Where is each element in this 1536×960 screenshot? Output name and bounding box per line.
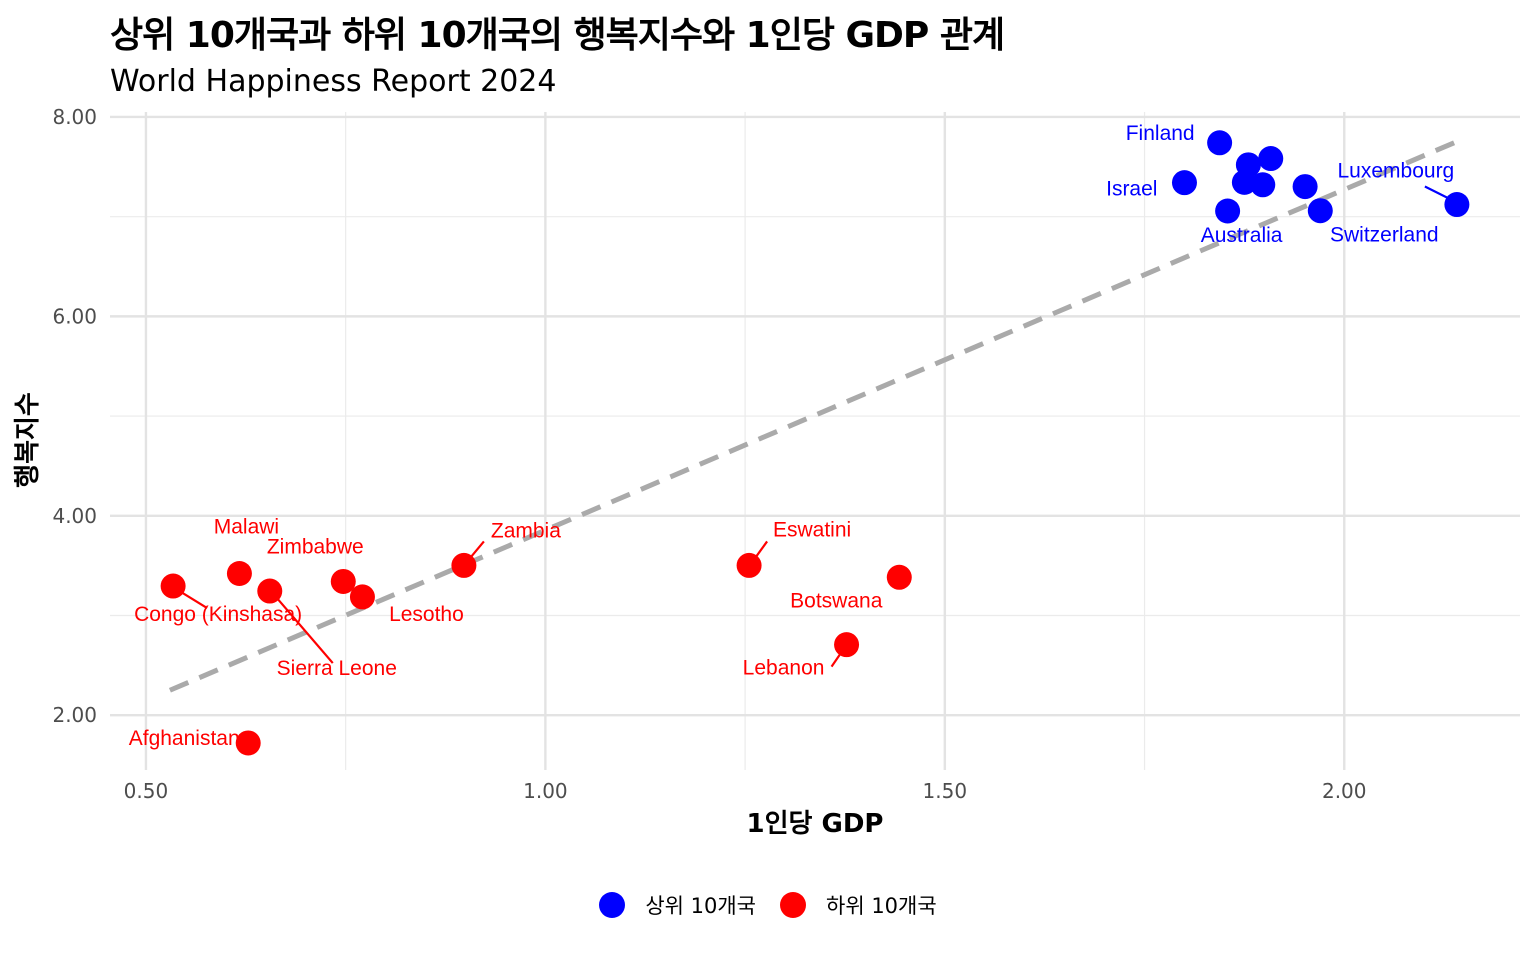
point-label-s1-5: Zambia: [491, 519, 561, 542]
legend: 상위 10개국 하위 10개국: [0, 890, 1536, 920]
data-point-s1-4: [349, 584, 375, 610]
legend-dot-red: [780, 892, 806, 918]
data-points: [160, 130, 1470, 756]
point-label-s1-1: Malawi: [214, 515, 279, 538]
data-point-s0-9: [1444, 192, 1470, 218]
x-tick-label-0: 0.50: [124, 779, 169, 803]
legend-item-bottom10: 하위 10개국: [780, 890, 937, 920]
y-tick-label-0: 2.00: [52, 703, 97, 727]
data-point-s0-8: [1307, 198, 1333, 224]
point-label-s0-3: Israel: [1106, 178, 1157, 201]
point-label-s0-8: Switzerland: [1330, 224, 1439, 247]
data-point-s0-3: [1171, 170, 1197, 196]
x-axis-title: 1인당 GDP: [747, 809, 884, 839]
y-tick-label-1: 4.00: [52, 504, 97, 528]
point-label-s1-6: Eswatini: [773, 518, 851, 541]
y-axis-title: 행복지수: [13, 392, 43, 488]
data-point-s0-5: [1250, 172, 1276, 198]
data-point-s1-8: [834, 632, 860, 658]
grid-lines: [110, 112, 1520, 770]
data-point-s1-1: [226, 560, 252, 586]
trend-line: [168, 139, 1458, 693]
y-tick-label-2: 6.00: [52, 304, 97, 328]
point-label-s0-9: Luxembourg: [1338, 160, 1455, 183]
data-point-s1-7: [886, 564, 912, 590]
data-point-s1-0: [160, 573, 186, 599]
leader-line-s1-2: [276, 598, 334, 664]
legend-label-top10: 상위 10개국: [645, 894, 756, 918]
point-labels: Finland Israel Australia Switzerland Luxembo…: [129, 122, 1455, 750]
x-tick-label-3: 2.00: [1322, 779, 1367, 803]
point-label-s1-3: Zimbabwe: [267, 535, 364, 558]
data-point-s1-6: [736, 552, 762, 578]
data-point-s1-2: [257, 578, 283, 604]
point-label-s0-0: Finland: [1126, 122, 1195, 145]
x-tick-label-2: 1.50: [923, 779, 968, 803]
point-label-s1-0: Congo (Kinshasa): [134, 603, 302, 626]
data-point-s0-7: [1215, 198, 1241, 224]
x-tick-label-1: 1.00: [523, 779, 568, 803]
point-label-s1-4: Lesotho: [389, 603, 464, 626]
point-label-s1-2: Sierra Leone: [277, 657, 397, 680]
trend-line-group: [168, 139, 1458, 693]
point-label-s1-9: Afghanistan: [129, 727, 240, 750]
leader-line-s1-0: [180, 591, 208, 609]
chart-subtitle: World Happiness Report 2024: [110, 64, 557, 99]
chart-title: 상위 10개국과 하위 10개국의 행복지수와 1인당 GDP 관계: [110, 15, 1005, 56]
data-point-s1-3: [330, 568, 356, 594]
point-label-s1-7: Botswana: [790, 589, 883, 612]
legend-item-top10: 상위 10개국: [599, 890, 756, 920]
data-point-s0-2: [1258, 146, 1284, 172]
axis-ticks: 0.50 1.00 1.50 2.00 2.00 4.00 6.00 8.00: [52, 105, 1366, 803]
point-label-s0-7: Australia: [1201, 224, 1283, 247]
data-point-s1-5: [451, 552, 477, 578]
data-point-s0-4: [1231, 169, 1257, 195]
legend-dot-blue: [599, 892, 626, 918]
data-point-s0-0: [1207, 130, 1233, 156]
data-point-s1-9: [235, 730, 261, 756]
point-label-s1-8: Lebanon: [743, 657, 825, 680]
y-tick-label-3: 8.00: [52, 105, 97, 129]
data-point-s0-6: [1292, 174, 1318, 200]
legend-label-bottom10: 하위 10개국: [826, 894, 937, 918]
